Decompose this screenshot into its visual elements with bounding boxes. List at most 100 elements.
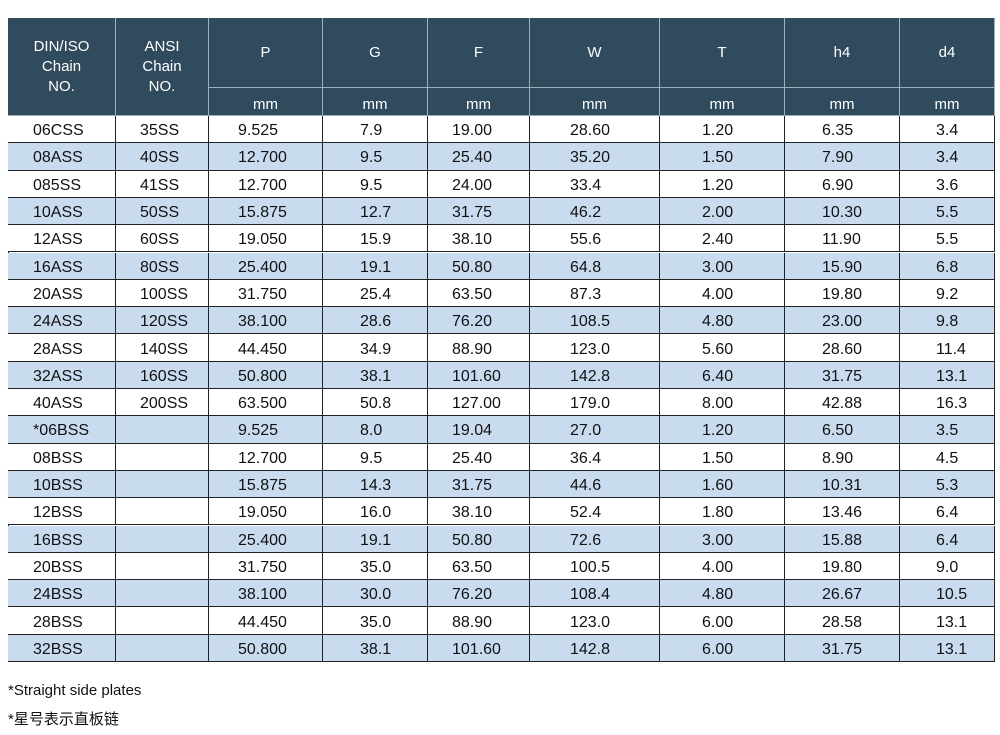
table-cell: 4.80	[660, 307, 785, 335]
table-cell: 1.20	[660, 170, 785, 198]
table-cell: 15.875	[209, 197, 323, 226]
table-cell: 1.20	[660, 416, 785, 444]
table-cell: 142.8	[530, 634, 660, 662]
table-cell: 27.0	[530, 416, 660, 444]
table-cell: 085SS	[8, 170, 116, 198]
header-cell: F	[428, 18, 530, 88]
table-cell: 44.6	[530, 470, 660, 499]
table-cell: 179.0	[530, 389, 660, 417]
table-cell: 31.75	[428, 470, 530, 499]
unit-cell: mm	[530, 88, 660, 116]
table-cell: 28.6	[323, 307, 428, 335]
table-cell: 9.5	[323, 443, 428, 471]
table-cell: 35SS	[116, 116, 209, 144]
header-cell: T	[660, 18, 785, 88]
table-cell: 32BSS	[8, 634, 116, 662]
table-cell: 4.00	[660, 279, 785, 308]
table-cell: 10ASS	[8, 197, 116, 226]
table-cell: 19.050	[209, 498, 323, 526]
table-cell: 31.75	[785, 361, 900, 389]
table-cell: 123.0	[530, 334, 660, 362]
table-cell: 16.3	[900, 389, 995, 417]
table-cell: 50.80	[428, 252, 530, 280]
table-cell: 6.00	[660, 607, 785, 635]
table-cell: 4.00	[660, 552, 785, 581]
table-cell: 28.60	[785, 334, 900, 362]
table-cell: 3.5	[900, 416, 995, 444]
header-label: NO.	[48, 77, 75, 95]
table-cell: 13.1	[900, 634, 995, 662]
table-cell: 9.2	[900, 279, 995, 308]
table-cell: 6.90	[785, 170, 900, 198]
table-cell: 50.800	[209, 634, 323, 662]
header-label: h4	[833, 43, 851, 61]
unit-cell: mm	[323, 88, 428, 116]
header-cell: G	[323, 18, 428, 88]
table-cell: 31.75	[428, 197, 530, 226]
table-cell: 08ASS	[8, 143, 116, 171]
table-cell: 1.60	[660, 470, 785, 499]
header-label: ANSI	[144, 37, 180, 55]
unit-cell: mm	[785, 88, 900, 116]
table-cell: 25.400	[209, 252, 323, 280]
table-cell: 15.88	[785, 525, 900, 553]
header-cell: ANSI Chain NO.	[116, 18, 209, 116]
table-cell: 76.20	[428, 307, 530, 335]
table-cell: 38.10	[428, 498, 530, 526]
table-cell: 12.700	[209, 443, 323, 471]
table-cell: 31.750	[209, 279, 323, 308]
footnote: *Straight side plates	[8, 682, 142, 699]
table-cell: 3.6	[900, 170, 995, 198]
table-cell: 6.35	[785, 116, 900, 144]
table-cell: 64.8	[530, 252, 660, 280]
table-cell: 35.0	[323, 607, 428, 635]
table-cell: 19.1	[323, 525, 428, 553]
unit-cell: mm	[660, 88, 785, 116]
table-cell: 20BSS	[8, 552, 116, 581]
table-cell: 52.4	[530, 498, 660, 526]
table-cell: 101.60	[428, 634, 530, 662]
table-cell	[116, 443, 209, 471]
footnote: *星号表示直板链	[8, 711, 119, 728]
table-cell: 9.5	[323, 143, 428, 171]
table-cell: 26.67	[785, 580, 900, 608]
table-cell: 1.20	[660, 116, 785, 144]
table-cell: 35.0	[323, 552, 428, 581]
table-cell: 8.00	[660, 389, 785, 417]
table-cell: 15.9	[323, 225, 428, 253]
table-cell: 06CSS	[8, 116, 116, 144]
table-cell: 9.525	[209, 416, 323, 444]
table-cell: 13.1	[900, 607, 995, 635]
table-cell: 6.4	[900, 498, 995, 526]
table-cell: 31.75	[785, 634, 900, 662]
table-cell: 120SS	[116, 307, 209, 335]
table-cell: 19.050	[209, 225, 323, 253]
table-cell: 30.0	[323, 580, 428, 608]
table-cell: 7.9	[323, 116, 428, 144]
header-cell: DIN/ISO Chain NO.	[8, 18, 116, 116]
table-cell: 25.4	[323, 279, 428, 308]
table-cell: 28.60	[530, 116, 660, 144]
table-cell: 36.4	[530, 443, 660, 471]
table-cell: 63.50	[428, 552, 530, 581]
table-cell: 5.3	[900, 470, 995, 499]
header-label: Chain	[142, 57, 182, 75]
table-cell: 19.04	[428, 416, 530, 444]
table-cell: 9.0	[900, 552, 995, 581]
table-cell: 13.46	[785, 498, 900, 526]
table-cell: 12.700	[209, 170, 323, 198]
table-cell: 15.90	[785, 252, 900, 280]
table-cell: 15.875	[209, 470, 323, 499]
table-cell: 1.50	[660, 443, 785, 471]
table-cell: 16.0	[323, 498, 428, 526]
header-label: NO.	[148, 77, 176, 95]
table-cell: 33.4	[530, 170, 660, 198]
header-cell: h4	[785, 18, 900, 88]
table-cell: 42.88	[785, 389, 900, 417]
table-cell: 5.60	[660, 334, 785, 362]
table-cell: 35.20	[530, 143, 660, 171]
table-cell: 25.400	[209, 525, 323, 553]
table-cell	[116, 552, 209, 581]
table-cell: 8.0	[323, 416, 428, 444]
